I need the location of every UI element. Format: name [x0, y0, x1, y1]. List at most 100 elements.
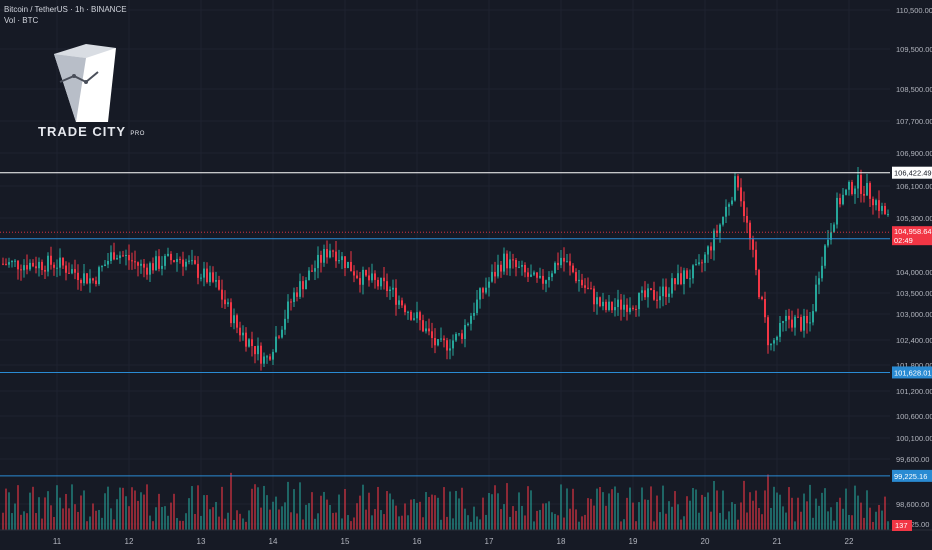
- symbol-title[interactable]: Bitcoin / TetherUS · 1h · BINANCE: [4, 5, 127, 14]
- current-price-tag: [892, 226, 932, 246]
- volume-bar: [560, 484, 562, 530]
- candle-body: [548, 277, 550, 281]
- volume-bar: [491, 494, 493, 530]
- candle-body: [80, 280, 82, 284]
- volume-bar: [302, 519, 304, 530]
- volume-bar: [425, 492, 427, 530]
- time-tick-label: 21: [773, 537, 782, 546]
- volume-bar: [470, 521, 472, 530]
- volume-bar: [440, 519, 442, 530]
- volume-bar: [557, 515, 559, 530]
- candle-body: [98, 267, 100, 285]
- candle-body: [701, 262, 703, 264]
- candle-body: [53, 264, 55, 268]
- candle-body: [413, 318, 415, 320]
- volume-bar: [746, 512, 748, 530]
- candle-body: [587, 287, 589, 289]
- candle-body: [254, 346, 256, 355]
- candle-body: [332, 250, 334, 252]
- volume-indicator-title[interactable]: Vol · BTC: [4, 16, 39, 25]
- volume-bar: [200, 515, 202, 530]
- candle-body: [44, 270, 46, 272]
- volume-bar: [662, 485, 664, 530]
- candle-body: [599, 297, 601, 307]
- candle-body: [734, 176, 736, 201]
- candle-body: [872, 198, 874, 206]
- candle-body: [725, 206, 727, 217]
- volume-bar: [653, 521, 655, 530]
- price-tick-label: 100,600.00: [896, 412, 932, 421]
- price-tick-label: 100,100.00: [896, 434, 932, 443]
- price-tick-label: 106,100.00: [896, 182, 932, 191]
- volume-bar: [56, 485, 58, 530]
- volume-bar: [476, 516, 478, 530]
- candle-body: [764, 299, 766, 318]
- volume-bar: [359, 495, 361, 530]
- volume-bar: [872, 521, 874, 530]
- candle-body: [335, 251, 337, 262]
- candle-body: [230, 302, 232, 324]
- candle-body: [866, 183, 868, 196]
- candle-body: [5, 263, 7, 265]
- candlesticks: [2, 166, 898, 371]
- volume-bar: [62, 508, 64, 530]
- volume-bar: [488, 492, 490, 530]
- volume-bar: [77, 511, 79, 530]
- price-tick-label: 106,900.00: [896, 149, 932, 158]
- candle-body: [749, 222, 751, 240]
- candle-body: [743, 201, 745, 217]
- volume-bar: [212, 507, 214, 530]
- candle-body: [845, 189, 847, 195]
- volume-bar: [554, 513, 556, 530]
- volume-bar: [632, 502, 634, 530]
- volume-bar: [215, 501, 217, 530]
- candle-body: [236, 315, 238, 328]
- volume-bar: [281, 506, 283, 530]
- time-tick-label: 11: [53, 537, 62, 546]
- volume-bar: [230, 472, 232, 530]
- volume-bar: [347, 515, 349, 530]
- volume-bar: [86, 521, 88, 530]
- candle-body: [149, 263, 151, 275]
- candle-body: [416, 312, 418, 319]
- volume-bar: [434, 495, 436, 530]
- volume-bar: [683, 516, 685, 530]
- volume-bar: [104, 493, 106, 530]
- volume-bar: [728, 511, 730, 530]
- volume-bar: [353, 517, 355, 530]
- volume-bar: [515, 510, 517, 530]
- candle-body: [392, 287, 394, 290]
- candle-body: [194, 260, 196, 264]
- volume-bar: [845, 488, 847, 530]
- candle-body: [437, 339, 439, 346]
- volume-bar: [437, 497, 439, 530]
- candle-body: [170, 253, 172, 261]
- candle-body: [77, 272, 79, 281]
- volume-bar: [887, 521, 889, 530]
- volume-bar: [455, 490, 457, 530]
- volume-bar: [131, 487, 133, 530]
- volume-bar: [170, 502, 172, 530]
- candle-body: [182, 259, 184, 267]
- volume-bars: [2, 472, 898, 530]
- volume-bar: [836, 502, 838, 530]
- volume-bar: [713, 480, 715, 530]
- candle-body: [11, 260, 13, 263]
- candle-body: [425, 328, 427, 332]
- candle-body: [155, 256, 157, 271]
- candle-body: [218, 280, 220, 290]
- volume-bar: [647, 499, 649, 530]
- candle-body: [782, 321, 784, 323]
- volume-bar: [122, 487, 124, 530]
- volume-bar: [596, 488, 598, 530]
- candle-body: [299, 281, 301, 297]
- candle-body: [167, 253, 169, 256]
- volume-bar: [446, 516, 448, 530]
- candle-body: [563, 257, 565, 262]
- candle-body: [878, 200, 880, 211]
- candle-body: [608, 301, 610, 310]
- volume-value-text: 137: [895, 521, 908, 530]
- volume-bar: [296, 513, 298, 530]
- level-price-tag: [892, 469, 932, 482]
